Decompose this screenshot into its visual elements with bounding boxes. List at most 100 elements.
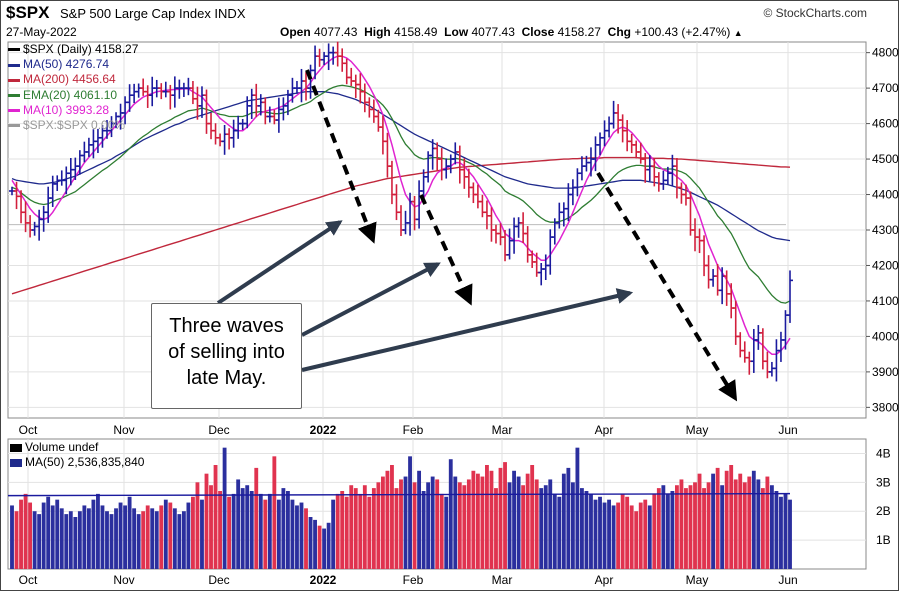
- volume-bar: [32, 511, 37, 569]
- volume-bar: [204, 473, 209, 569]
- volume-bar: [349, 485, 354, 569]
- volume-bar: [385, 470, 390, 569]
- volume-bar: [150, 508, 155, 569]
- volume-bar: [616, 502, 621, 569]
- volume-bar: [665, 493, 670, 569]
- volume-bar: [344, 496, 349, 569]
- volume-bar: [272, 456, 277, 569]
- volume-bar: [693, 482, 697, 569]
- volume-bar: [625, 496, 630, 569]
- volume-bar: [68, 511, 73, 569]
- x-tick-label: Nov: [113, 573, 134, 587]
- volume-bar: [28, 502, 33, 569]
- volume-bar: [82, 505, 87, 569]
- volume-bar: [46, 496, 51, 569]
- volume-bar: [448, 459, 453, 569]
- volume-bar: [661, 485, 666, 569]
- volume-bar: [227, 496, 232, 569]
- ticker-symbol: $SPX: [6, 3, 50, 22]
- legend-swatch-icon: [8, 93, 20, 97]
- volume-bar: [543, 485, 548, 569]
- volume-bar: [566, 467, 571, 569]
- legend-ma10: MA(10) 3993.28: [8, 103, 138, 118]
- chart-date: 27-May-2022: [6, 25, 77, 39]
- volume-bar: [444, 496, 449, 569]
- volume-bar: [480, 476, 485, 569]
- volume-bar: [656, 488, 661, 569]
- volume-bar: [163, 499, 168, 569]
- brand-watermark[interactable]: © StockCharts.com: [763, 6, 867, 20]
- volume-bar: [218, 491, 222, 569]
- volume-bar: [715, 467, 720, 569]
- y-tick-label: 4400: [872, 188, 899, 202]
- volume-bar: [453, 476, 458, 569]
- volume-bar: [154, 511, 159, 569]
- volume-bar: [557, 496, 562, 569]
- volume-y-tick-label: 4B: [876, 446, 891, 460]
- volume-bar: [738, 473, 743, 569]
- volume-bar: [290, 499, 295, 569]
- volume-bar: [570, 482, 575, 569]
- volume-bar: [607, 499, 611, 569]
- open-label: Open: [280, 25, 311, 39]
- volume-bar: [670, 491, 675, 569]
- volume-bar: [168, 502, 173, 569]
- volume-bar: [462, 485, 467, 569]
- x-tick-label: Jun: [778, 573, 797, 587]
- volume-bar: [503, 462, 507, 569]
- volume-bar: [638, 502, 643, 569]
- volume-bar: [141, 511, 146, 569]
- volume-bar: [313, 519, 317, 569]
- volume-bar: [64, 514, 69, 569]
- volume-bar: [417, 470, 422, 569]
- legend-swatch-icon: [8, 124, 20, 128]
- volume-bar: [295, 505, 299, 569]
- volume-bar: [50, 505, 55, 569]
- volume-bar: [779, 496, 783, 569]
- volume-bar: [430, 476, 435, 569]
- volume-bar: [390, 465, 394, 569]
- volume-bar: [73, 517, 78, 569]
- callout-line-2: of selling into: [168, 341, 285, 363]
- volume-bar: [674, 485, 679, 569]
- volume-bar: [729, 465, 734, 569]
- volume-bar: [367, 496, 372, 569]
- x-tick-label: Oct: [19, 573, 38, 587]
- x-tick-label: May: [686, 423, 709, 437]
- legend-swatch-icon: [8, 78, 20, 82]
- y-tick-label: 4100: [872, 294, 899, 308]
- y-tick-label: 3900: [872, 365, 899, 379]
- ema20-line: [11, 84, 791, 304]
- volume-bar: [132, 508, 137, 569]
- volume-bar: [498, 467, 503, 569]
- volume-bar: [584, 491, 589, 569]
- volume-bar: [55, 499, 60, 569]
- legend-ma50: MA(50) 4276.74: [8, 57, 138, 72]
- volume-bar: [195, 482, 200, 569]
- volume-bar: [742, 482, 747, 569]
- volume-bar: [684, 488, 688, 569]
- x-tick-label: Apr: [595, 573, 614, 587]
- change-label: Chg: [607, 25, 631, 39]
- volume-bar: [358, 493, 363, 569]
- volume-bar: [512, 470, 517, 569]
- legend-price: $SPX (Daily) 4158.27: [8, 42, 138, 57]
- volume-bar: [647, 505, 652, 569]
- volume-bar: [426, 482, 431, 569]
- volume-legend: Volume undef MA(50) 2,536,835,840: [10, 440, 144, 470]
- volume-bar: [159, 505, 164, 569]
- volume-bar: [59, 508, 64, 569]
- volume-bar: [209, 485, 213, 569]
- callout-pointer-arrow: [301, 288, 634, 372]
- x-tick-label: Apr: [595, 423, 614, 437]
- x-tick-label: Oct: [19, 423, 38, 437]
- x-tick-label: Feb: [403, 423, 424, 437]
- volume-bar: [611, 505, 616, 569]
- volume-bar: [322, 528, 327, 569]
- volume-bar: [521, 485, 526, 569]
- volume-bar: [186, 502, 191, 569]
- volume-bar: [331, 499, 336, 569]
- volume-bar: [783, 493, 788, 569]
- legend-relative: $SPX:$SPX 0.00%: [8, 118, 138, 133]
